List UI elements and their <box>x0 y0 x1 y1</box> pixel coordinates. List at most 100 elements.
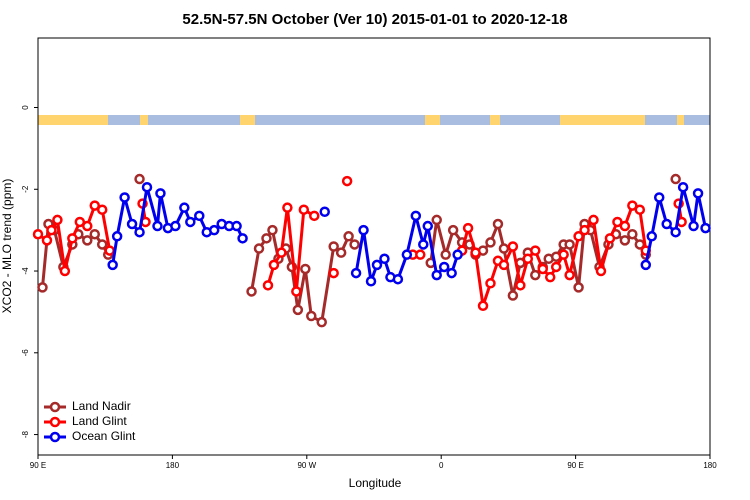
point <box>612 216 623 228</box>
point <box>82 235 93 246</box>
x-tick-label: 90 E <box>567 461 583 470</box>
point <box>328 267 339 279</box>
point <box>365 276 377 287</box>
y-axis-label: XCO2 - MLO trend (ppm) <box>0 179 14 314</box>
point <box>300 263 311 275</box>
point <box>447 224 459 236</box>
point <box>32 228 44 240</box>
point <box>291 286 302 297</box>
point <box>431 269 442 281</box>
x-tick-label: 180 <box>166 461 180 470</box>
point <box>316 316 327 328</box>
point <box>185 216 196 228</box>
x-tick-label: 0 <box>439 461 444 470</box>
point <box>462 222 474 234</box>
point <box>282 202 293 213</box>
point <box>37 282 48 293</box>
x-tick-label: 90 W <box>297 461 316 470</box>
point <box>268 259 280 271</box>
point <box>595 265 607 277</box>
point <box>59 265 71 277</box>
point <box>231 220 242 232</box>
point <box>588 214 599 226</box>
point <box>401 249 413 260</box>
point <box>134 226 145 238</box>
point <box>627 228 638 240</box>
x-axis-label: Longitude <box>349 476 402 490</box>
point <box>170 220 181 232</box>
point <box>579 224 590 236</box>
point <box>104 245 115 256</box>
point <box>111 231 123 242</box>
point <box>688 220 699 232</box>
point <box>371 259 383 271</box>
point <box>438 261 450 273</box>
point <box>41 235 53 246</box>
point <box>298 204 310 215</box>
point <box>237 233 248 244</box>
point <box>253 243 265 254</box>
point <box>319 206 330 217</box>
point <box>507 290 519 301</box>
point <box>700 222 711 234</box>
point <box>82 220 93 232</box>
point <box>573 282 584 293</box>
point <box>627 200 638 211</box>
point <box>619 220 631 232</box>
point <box>498 259 510 271</box>
point <box>692 188 704 199</box>
point <box>564 269 575 281</box>
point <box>530 245 541 256</box>
point <box>96 239 108 250</box>
point <box>604 233 616 244</box>
chart-title: 52.5N-57.5N October (Ver 10) 2015-01-01 … <box>182 11 567 28</box>
point <box>276 247 287 258</box>
point <box>410 210 422 222</box>
point <box>267 224 278 236</box>
point <box>640 259 652 271</box>
point <box>194 210 205 222</box>
point <box>46 224 57 236</box>
point <box>446 267 457 279</box>
point <box>262 280 274 291</box>
point <box>328 241 339 252</box>
point <box>477 300 489 312</box>
legend-marker <box>49 431 61 443</box>
point <box>208 224 220 236</box>
point <box>670 173 681 185</box>
point <box>498 243 510 254</box>
y-tick-label: -2 <box>21 185 30 193</box>
point <box>309 210 320 222</box>
point <box>349 239 360 250</box>
point <box>261 233 272 244</box>
point <box>646 231 658 242</box>
point <box>677 181 689 193</box>
point <box>89 200 100 211</box>
point <box>470 247 481 258</box>
point <box>515 280 526 291</box>
point <box>67 233 78 244</box>
y-tick-label: -8 <box>21 430 30 438</box>
point <box>107 259 118 271</box>
x-tick-label: 180 <box>703 461 717 470</box>
x-tick-label: 90 E <box>30 461 46 470</box>
point <box>134 173 145 185</box>
point <box>634 204 646 215</box>
legend-marker <box>49 401 61 413</box>
point <box>452 249 463 260</box>
point <box>52 214 63 226</box>
point <box>670 226 681 238</box>
point <box>485 237 496 248</box>
series-line <box>250 228 356 324</box>
point <box>246 286 257 297</box>
point <box>544 271 556 283</box>
point <box>343 231 354 242</box>
point <box>126 218 138 230</box>
point <box>564 239 575 250</box>
point <box>415 249 426 260</box>
point <box>89 228 100 240</box>
point <box>492 218 504 230</box>
point <box>179 202 190 213</box>
legend-marker <box>49 416 61 428</box>
point <box>306 310 317 322</box>
